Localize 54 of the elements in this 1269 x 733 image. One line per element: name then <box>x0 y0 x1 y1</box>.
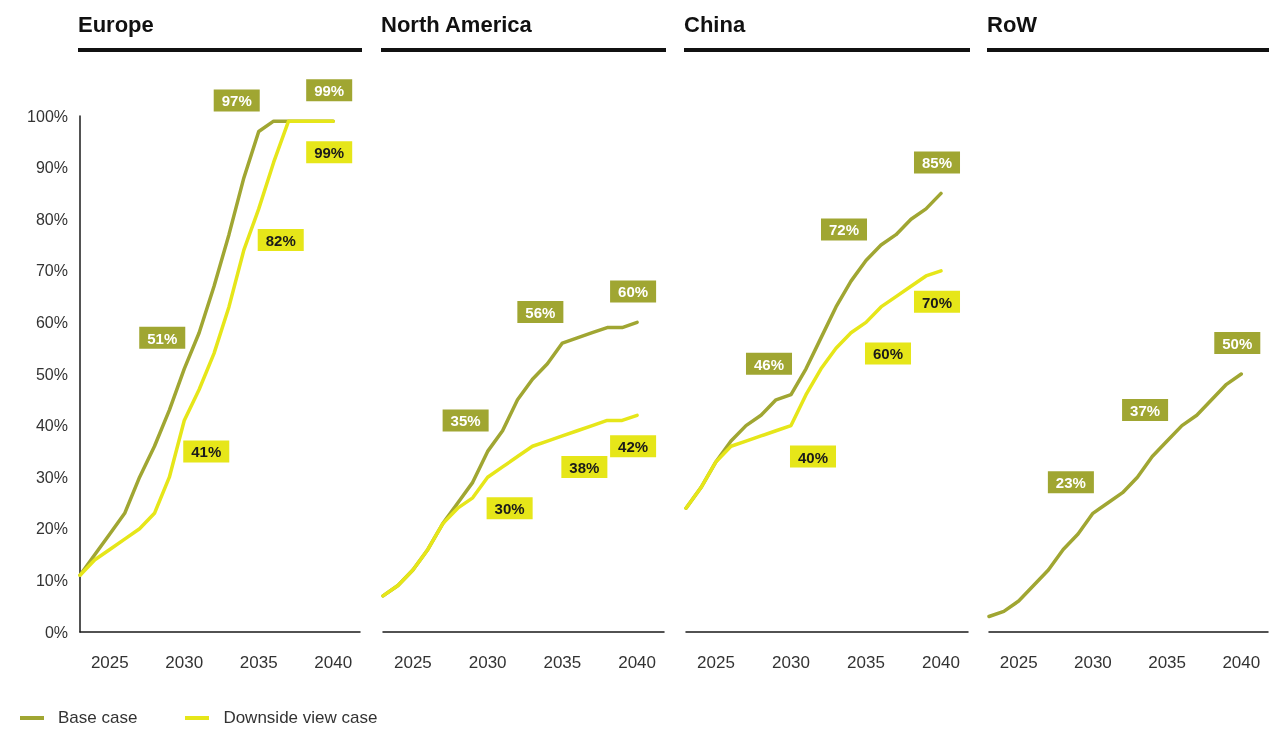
x-tick-label: 2030 <box>1073 653 1112 672</box>
data-label: 56% <box>525 304 556 322</box>
y-tick-label: 40% <box>35 417 68 435</box>
x-tick-label: 2025 <box>90 653 129 672</box>
x-tick-label: 2025 <box>697 653 735 672</box>
data-label: 40% <box>797 448 829 466</box>
data-label: 60% <box>618 283 649 301</box>
y-tick-label: 10% <box>35 571 68 589</box>
data-label: 51% <box>147 329 178 347</box>
data-label: 37% <box>1130 402 1161 420</box>
y-tick-label: 90% <box>35 159 68 177</box>
x-tick-label: 2040 <box>618 653 657 672</box>
x-tick-label: 2035 <box>1148 653 1186 672</box>
x-tick-label: 2030 <box>165 653 204 672</box>
y-tick-label: 30% <box>35 468 68 486</box>
data-label: 50% <box>1222 335 1253 352</box>
data-label: 30% <box>494 500 525 518</box>
x-tick-label: 2035 <box>543 653 582 672</box>
data-label: 38% <box>569 458 600 476</box>
data-label: 60% <box>872 345 904 363</box>
y-tick-label: 0% <box>44 623 68 641</box>
data-label: 99% <box>314 82 345 100</box>
x-tick-label: 2025 <box>999 653 1038 672</box>
data-label: 42% <box>618 438 649 456</box>
chart-title: Europe <box>78 8 362 52</box>
data-label: 85% <box>921 154 953 172</box>
y-tick-label: 80% <box>35 210 68 228</box>
y-tick-label: 50% <box>35 365 68 383</box>
data-label: 82% <box>265 231 296 249</box>
x-tick-label: 2030 <box>772 653 810 672</box>
legend-label: Downside view case <box>223 708 378 728</box>
x-tick-label: 2040 <box>314 653 353 672</box>
x-tick-label: 2035 <box>239 653 278 672</box>
data-label: 46% <box>753 355 785 373</box>
x-tick-label: 2035 <box>847 653 885 672</box>
data-label: 99% <box>314 144 345 162</box>
data-label: 41% <box>191 443 222 461</box>
y-tick-label: 20% <box>35 520 68 538</box>
data-label: 70% <box>921 293 953 311</box>
data-label: 97% <box>221 92 252 110</box>
y-tick-label: 100% <box>27 107 68 125</box>
chart-title: North America <box>381 8 666 52</box>
x-tick-label: 2040 <box>922 653 960 672</box>
legend-label: Base case <box>58 708 138 728</box>
x-tick-label: 2040 <box>1222 653 1261 672</box>
data-label: 35% <box>450 412 481 430</box>
x-tick-label: 2030 <box>468 653 507 672</box>
y-tick-label: 70% <box>35 262 68 280</box>
data-label: 23% <box>1055 474 1086 492</box>
chart-title: RoW <box>987 8 1269 52</box>
x-tick-label: 2025 <box>393 653 432 672</box>
chart-title: China <box>684 8 970 52</box>
y-tick-label: 60% <box>35 313 68 331</box>
data-label: 72% <box>828 221 860 239</box>
